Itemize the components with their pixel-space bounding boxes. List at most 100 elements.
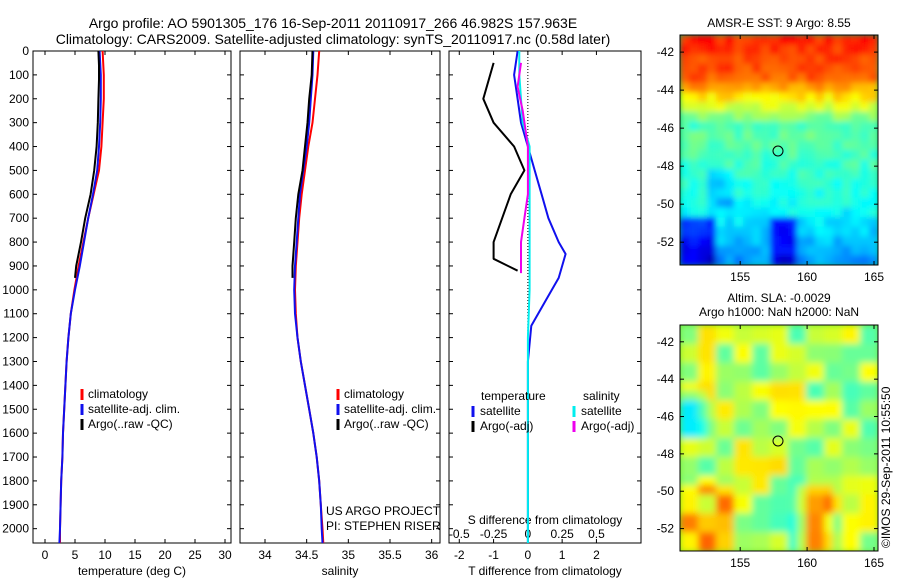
map-cell (824, 494, 834, 505)
map-cell (761, 236, 771, 247)
diff-s-tick-label: -0.25 (480, 527, 508, 541)
map-cell (806, 485, 816, 496)
diff-legend-label: satellite (480, 404, 521, 418)
map-cell (680, 54, 690, 65)
map-cell (779, 353, 789, 364)
map-cell (716, 419, 726, 430)
map-cell (851, 419, 861, 430)
map-cell (779, 541, 789, 551)
map-cell (806, 513, 816, 524)
map-cell (770, 343, 780, 354)
map-cell (761, 217, 771, 228)
map-cell (752, 73, 762, 84)
map-cell (788, 353, 798, 364)
map-cell (851, 447, 861, 458)
map-cell (806, 54, 816, 65)
map-cell (869, 522, 878, 533)
map-cell (788, 102, 798, 113)
map-cell (842, 438, 852, 449)
map-x-tick-label: 165 (864, 270, 884, 284)
map-cell (689, 226, 699, 238)
map-cell (752, 485, 762, 496)
map-cell (689, 44, 699, 55)
map-cell (725, 343, 735, 354)
map-cell (851, 188, 861, 199)
map-cell (716, 54, 726, 65)
map-cell (797, 82, 807, 94)
map-cell (752, 111, 762, 123)
map-cell (698, 54, 708, 65)
map-cell (752, 130, 762, 142)
map-cell (707, 532, 717, 543)
map-cell (806, 466, 816, 477)
map-cell (815, 447, 825, 458)
map-cell (869, 343, 878, 354)
map-cell (797, 466, 807, 477)
map-cell (725, 245, 735, 257)
map-cell (725, 541, 735, 551)
depth-tick-label: 1600 (2, 426, 29, 440)
map-cell (761, 82, 771, 94)
map-cell (698, 121, 708, 132)
map-cell (788, 169, 798, 180)
map-cell (788, 466, 798, 477)
map-cell (833, 102, 843, 113)
sla-map-panel: Altim. SLA: -0.0029 Argo h1000: NaN h200… (657, 291, 885, 570)
map-cell (806, 353, 816, 364)
map-cell (806, 226, 816, 238)
map-cell (869, 475, 878, 486)
figure-title-line2: Climatology: CARS2009. Satellite-adjuste… (56, 31, 611, 47)
depth-tick-label: 1700 (2, 450, 29, 464)
map-cell (698, 390, 708, 402)
map-cell (698, 207, 708, 218)
map-cell (779, 188, 789, 199)
map-cell (833, 236, 843, 247)
map-cell (716, 82, 726, 94)
map-cell (725, 419, 735, 430)
map-cell (761, 159, 771, 170)
map-cell (806, 236, 816, 247)
map-cell (797, 325, 807, 336)
map-cell (788, 255, 798, 265)
diff-s-axis-label: S difference from climatology (468, 513, 623, 527)
map-cell (743, 188, 753, 199)
map-cell (680, 372, 690, 383)
map-cell (743, 532, 753, 543)
map-cell (860, 428, 870, 439)
map-cell (716, 245, 726, 257)
map-cell (806, 102, 816, 113)
map-cell (761, 390, 771, 402)
map-cell (743, 102, 753, 113)
map-cell (770, 121, 780, 132)
map-x-tick-label: 165 (864, 556, 884, 570)
map-cell (770, 140, 780, 151)
map-cell (716, 226, 726, 238)
map-cell (761, 475, 771, 486)
map-cell (743, 522, 753, 533)
map-cell (707, 150, 717, 161)
map-cell (797, 217, 807, 228)
map-cell (815, 102, 825, 113)
map-cell (680, 102, 690, 113)
map-cell (689, 372, 699, 383)
map-cell (698, 169, 708, 180)
map-cell (725, 35, 735, 46)
map-cell (680, 390, 690, 402)
map-cell (788, 541, 798, 551)
map-cell (734, 475, 744, 486)
map-cell (860, 334, 870, 345)
map-cell (743, 503, 753, 515)
map-cell (689, 111, 699, 123)
map-cell (707, 159, 717, 170)
map-cell (689, 485, 699, 496)
map-cell (779, 400, 789, 411)
map-cell (806, 532, 816, 543)
map-cell (851, 353, 861, 364)
map-cell (707, 245, 717, 257)
map-cell (860, 44, 870, 55)
map-cell (815, 362, 825, 373)
map-cell (680, 447, 690, 458)
difference-panel: -2 -1 0 1 2 T difference from climatology -0.5… (448, 50, 642, 578)
map-cell (734, 428, 744, 439)
map-cell (743, 245, 753, 257)
